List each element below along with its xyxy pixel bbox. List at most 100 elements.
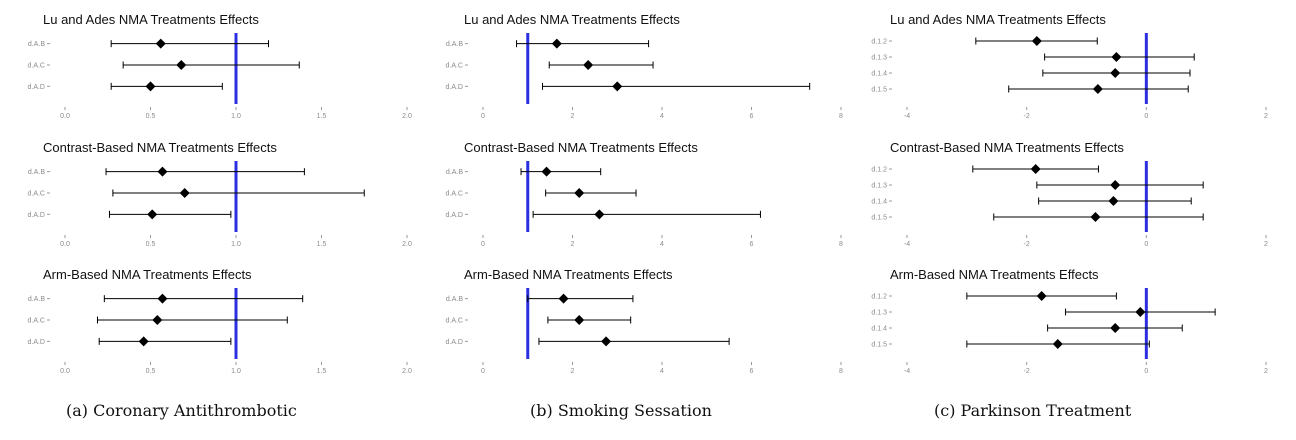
estimate-point — [147, 209, 158, 220]
forest-panel: Arm-Based NMA Treatments Effects 0 2 4 6 8 d.A… — [445, 267, 843, 375]
x-tick-label: 4 — [660, 241, 664, 248]
y-tick-label: d.A.B — [28, 41, 45, 48]
estimate-point — [1036, 291, 1047, 301]
estimate-point — [1110, 323, 1121, 333]
y-tick-label: d.1.3 — [871, 310, 887, 317]
x-tick-label: 6 — [750, 241, 754, 248]
y-tick-label: d.1.4 — [871, 326, 887, 333]
caption-coronary-antithrombotic: (a) Coronary Antithrombotic — [66, 401, 297, 420]
y-tick-label: d.A.D — [27, 339, 45, 346]
forest-panel: Contrast-Based NMA Treatments Effects -4 -… — [871, 140, 1268, 248]
estimate-point — [574, 188, 585, 198]
y-tick-label: d.A.D — [27, 84, 45, 91]
estimate-point — [1090, 212, 1101, 222]
y-tick-label: d.A.C — [27, 318, 45, 325]
y-tick-label: d.A.C — [445, 318, 463, 325]
x-tick-label: 0 — [1144, 113, 1148, 120]
x-tick-label: -2 — [1024, 241, 1030, 248]
y-tick-label: d.1.3 — [871, 55, 887, 62]
x-tick-label: 0.5 — [146, 113, 156, 120]
estimate-point — [145, 81, 156, 92]
x-tick-label: 4 — [660, 113, 664, 120]
estimate-point — [551, 38, 562, 49]
y-tick-label: d.1.2 — [871, 294, 887, 301]
x-tick-label: 0 — [1144, 241, 1148, 248]
caption-smoking-sessation: (b) Smoking Sessation — [530, 401, 712, 420]
y-tick-label: d.1.2 — [871, 39, 887, 46]
forest-panel: Arm-Based NMA Treatments Effects 0.0 0.5 1.… — [27, 267, 411, 375]
estimate-point — [1135, 307, 1146, 317]
estimate-point — [558, 293, 569, 304]
x-tick-label: 2 — [1264, 113, 1268, 120]
caption-parkinson-treatment: (c) Parkinson Treatment — [934, 401, 1132, 420]
y-tick-label: d.A.D — [445, 212, 463, 219]
estimate-point — [1030, 164, 1041, 174]
x-tick-label: -4 — [904, 241, 910, 248]
y-tick-label: d.1.5 — [871, 215, 887, 222]
panel-title: Contrast-Based NMA Treatments Effects — [464, 140, 698, 155]
y-tick-label: d.1.2 — [871, 167, 887, 174]
y-tick-label: d.1.4 — [871, 71, 887, 78]
x-tick-label: 1.5 — [317, 368, 327, 375]
x-tick-label: 1.0 — [231, 241, 241, 248]
y-tick-label: d.1.4 — [871, 199, 887, 206]
y-tick-label: d.1.5 — [871, 87, 887, 94]
panel-title: Contrast-Based NMA Treatments Effects — [43, 140, 277, 155]
panel-title: Lu and Ades NMA Treatments Effects — [890, 12, 1106, 27]
y-tick-label: d.1.5 — [871, 342, 887, 349]
x-tick-label: 1.0 — [231, 113, 241, 120]
x-tick-label: 2.0 — [402, 241, 412, 248]
x-tick-label: 0 — [481, 368, 485, 375]
estimate-point — [1111, 52, 1122, 62]
estimate-point — [138, 336, 149, 347]
estimate-point — [157, 293, 168, 304]
x-tick-label: 0.5 — [146, 368, 156, 375]
x-tick-label: 2 — [1264, 368, 1268, 375]
estimate-point — [612, 81, 623, 92]
estimate-point — [1110, 180, 1121, 190]
panel-title: Arm-Based NMA Treatments Effects — [43, 267, 252, 282]
y-tick-label: d.A.B — [28, 169, 45, 176]
x-tick-label: 0.5 — [146, 241, 156, 248]
estimate-point — [152, 315, 163, 325]
x-tick-label: 8 — [839, 113, 843, 120]
y-tick-label: d.A.C — [445, 63, 463, 70]
x-tick-label: 6 — [750, 368, 754, 375]
x-tick-label: 8 — [839, 368, 843, 375]
forest-panel: Lu and Ades NMA Treatments Effects -4 -2 0 2… — [871, 12, 1268, 120]
x-tick-label: -4 — [904, 113, 910, 120]
x-tick-label: 0 — [481, 113, 485, 120]
estimate-point — [574, 315, 585, 325]
x-tick-label: 2 — [571, 368, 575, 375]
x-tick-label: 0 — [1144, 368, 1148, 375]
panel-title: Arm-Based NMA Treatments Effects — [890, 267, 1099, 282]
x-tick-label: 2 — [571, 113, 575, 120]
y-tick-label: d.A.C — [27, 63, 45, 70]
panel-title: Lu and Ades NMA Treatments Effects — [464, 12, 680, 27]
x-tick-label: 2.0 — [402, 368, 412, 375]
x-tick-label: -2 — [1024, 368, 1030, 375]
estimate-point — [1031, 36, 1042, 46]
forest-panel: Contrast-Based NMA Treatments Effects 0 2 4… — [445, 140, 843, 248]
y-tick-label: d.A.D — [445, 84, 463, 91]
y-tick-label: d.A.B — [446, 169, 463, 176]
x-tick-label: 1.0 — [231, 368, 241, 375]
estimate-point — [541, 166, 552, 177]
x-tick-label: 0.0 — [60, 113, 70, 120]
forest-panel: Lu and Ades NMA Treatments Effects 0 2 4 6 8 d… — [445, 12, 843, 120]
estimate-point — [594, 209, 605, 220]
x-tick-label: 0.0 — [60, 241, 70, 248]
x-tick-label: 2 — [571, 241, 575, 248]
panel-title: Contrast-Based NMA Treatments Effects — [890, 140, 1124, 155]
estimate-point — [1110, 68, 1121, 78]
x-tick-label: 0.0 — [60, 368, 70, 375]
panel-title: Arm-Based NMA Treatments Effects — [464, 267, 673, 282]
x-tick-label: 0 — [481, 241, 485, 248]
estimate-point — [601, 336, 612, 347]
x-tick-label: -4 — [904, 368, 910, 375]
estimate-point — [1108, 196, 1119, 206]
y-tick-label: d.A.D — [445, 339, 463, 346]
estimate-point — [157, 166, 168, 177]
forest-panel: Arm-Based NMA Treatments Effects -4 -2 0 2 d.… — [871, 267, 1268, 375]
